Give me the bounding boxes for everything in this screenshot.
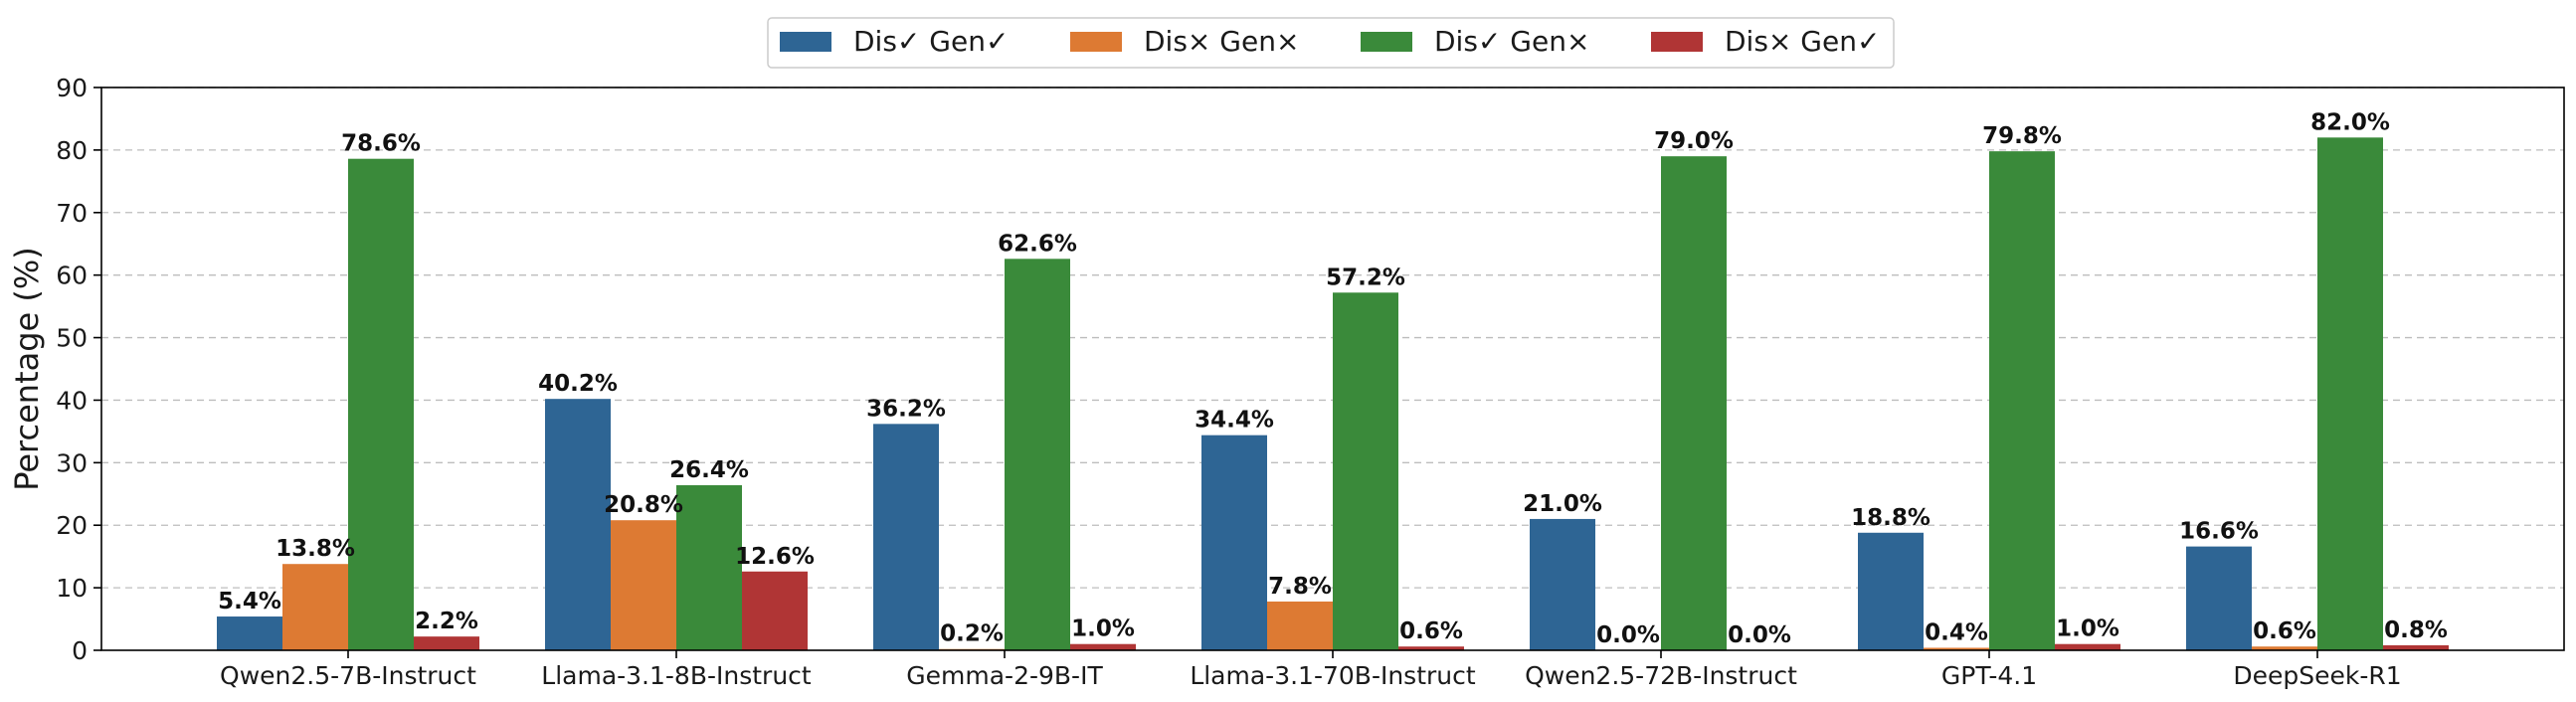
- data-label: 2.2%: [415, 609, 478, 634]
- x-tick-label: Llama-3.1-70B-Instruct: [1190, 661, 1476, 690]
- y-tick-label: 30: [56, 448, 88, 477]
- legend-swatch: [1361, 32, 1412, 52]
- bar: [1201, 435, 1267, 650]
- y-tick-label: 40: [56, 386, 88, 415]
- legend-box: [767, 17, 1895, 69]
- bar: [676, 484, 742, 650]
- data-label: 16.6%: [2179, 519, 2259, 545]
- bar: [348, 158, 414, 650]
- data-label: 26.4%: [669, 457, 749, 483]
- data-label: 1.0%: [2056, 616, 2119, 642]
- y-tick-label: 60: [56, 262, 88, 290]
- data-label: 21.0%: [1523, 491, 1602, 517]
- data-label: 34.4%: [1195, 408, 1274, 434]
- data-label: 12.6%: [735, 544, 815, 570]
- data-label: 79.0%: [1654, 128, 1734, 154]
- data-label: 0.0%: [1728, 622, 1791, 648]
- data-label: 0.8%: [2384, 617, 2448, 643]
- bar: [1333, 292, 1398, 650]
- x-tick-label: Llama-3.1-8B-Instruct: [541, 661, 812, 690]
- y-tick-label: 90: [56, 74, 88, 102]
- y-tick-labels: 0 10 20 30 40 50 60 70 80 90: [56, 74, 101, 665]
- data-label: 78.6%: [341, 131, 421, 157]
- legend-label: Dis× Gen×: [1144, 25, 1299, 58]
- bar: [1530, 518, 1595, 650]
- legend-swatch: [1651, 32, 1703, 52]
- bar: [1924, 647, 1989, 650]
- data-label: 20.8%: [604, 492, 683, 518]
- bar: [2317, 137, 2383, 651]
- data-label: 0.4%: [1925, 619, 1988, 645]
- x-tick-label: Qwen2.5-7B-Instruct: [220, 661, 476, 690]
- bar: [2383, 644, 2449, 650]
- data-label: 36.2%: [866, 396, 946, 422]
- y-axis-title: Percentage (%): [8, 247, 46, 491]
- bar: [611, 520, 676, 650]
- data-label: 0.6%: [1399, 618, 1463, 644]
- x-tick-label: GPT-4.1: [1941, 661, 2037, 690]
- data-labels: 5.4% 13.8% 78.6% 2.2% 40.2% 20.8% 26.4% 12.6% 36…: [218, 109, 2448, 648]
- y-tick-label: 80: [56, 136, 88, 165]
- x-tick-label: DeepSeek-R1: [2233, 661, 2401, 690]
- data-label: 40.2%: [538, 371, 618, 397]
- data-label: 18.8%: [1851, 505, 1931, 531]
- bar: [1005, 259, 1070, 650]
- bar: [1858, 532, 1924, 650]
- bar: [1398, 646, 1464, 650]
- data-label: 0.0%: [1596, 622, 1660, 648]
- data-label: 82.0%: [2310, 109, 2390, 135]
- legend-label: Dis✓ Gen✓: [853, 25, 1009, 58]
- bar: [217, 616, 282, 650]
- bar: [2055, 643, 2120, 650]
- x-tick-labels: Qwen2.5-7B-Instruct Llama-3.1-8B-Instruct…: [220, 650, 2402, 690]
- legend-items: Dis✓ Gen✓ Dis× Gen× Dis✓ Gen× Dis× Gen✓: [780, 25, 1880, 58]
- bar: [2186, 546, 2252, 650]
- legend-label: Dis× Gen✓: [1725, 25, 1880, 58]
- bar: [1661, 156, 1727, 650]
- data-label: 0.6%: [2253, 618, 2316, 644]
- bar: [2252, 646, 2317, 650]
- data-label: 57.2%: [1326, 264, 1405, 290]
- bar: [1267, 601, 1333, 650]
- y-tick-label: 0: [72, 636, 88, 665]
- bar: [414, 636, 479, 650]
- data-label: 7.8%: [1268, 574, 1332, 600]
- data-label: 62.6%: [998, 231, 1077, 257]
- legend: Dis✓ Gen✓ Dis× Gen× Dis✓ Gen× Dis× Gen✓: [767, 17, 1895, 69]
- legend-swatch: [780, 32, 831, 52]
- x-tick-label: Gemma-2-9B-IT: [906, 661, 1103, 690]
- y-tick-label: 10: [56, 574, 88, 603]
- x-tick-label: Qwen2.5-72B-Instruct: [1525, 661, 1797, 690]
- bars: [217, 137, 2449, 651]
- legend-label: Dis✓ Gen×: [1434, 25, 1589, 58]
- bar: [545, 399, 611, 650]
- bar: [1070, 643, 1136, 650]
- bar: [742, 571, 808, 650]
- y-tick-label: 20: [56, 511, 88, 540]
- bar: [1989, 151, 2055, 650]
- data-label: 5.4%: [218, 589, 281, 614]
- bar: [873, 424, 939, 650]
- data-label: 79.8%: [1982, 123, 2062, 149]
- bar: [282, 564, 348, 650]
- data-label: 1.0%: [1071, 616, 1135, 642]
- y-tick-label: 50: [56, 324, 88, 353]
- y-tick-label: 70: [56, 199, 88, 228]
- data-label: 13.8%: [276, 536, 355, 562]
- data-label: 0.2%: [940, 621, 1004, 647]
- legend-swatch: [1070, 32, 1122, 52]
